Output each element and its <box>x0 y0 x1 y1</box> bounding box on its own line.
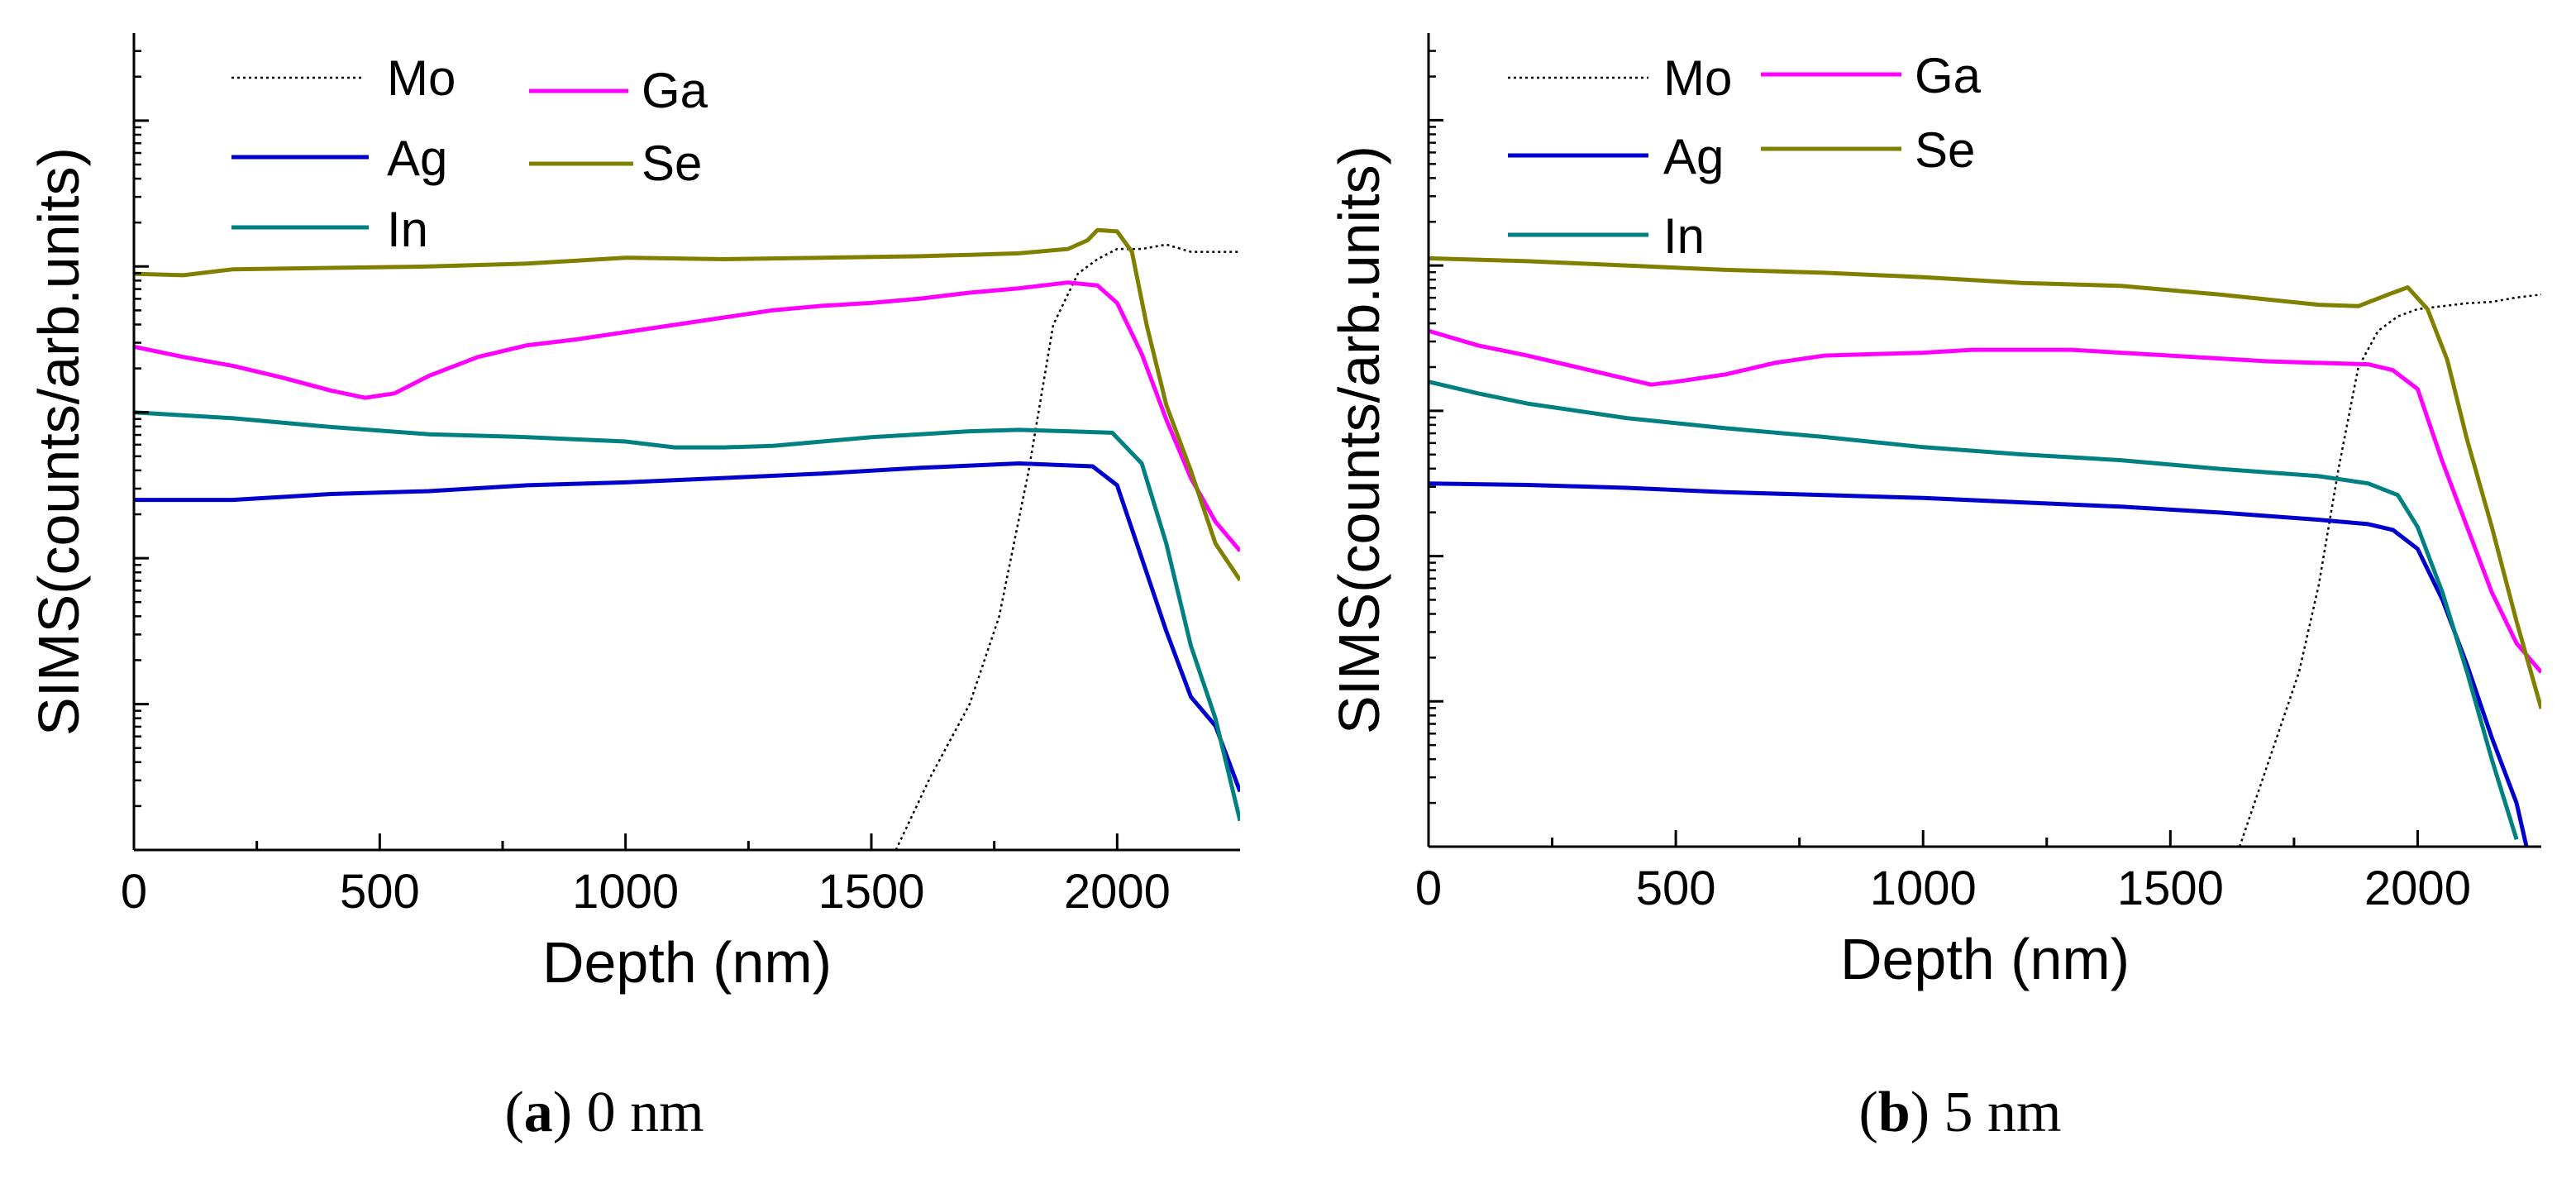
series-line-in-b <box>1429 380 2519 840</box>
x-tick-label-0-a: 0 <box>121 865 147 919</box>
legend-label-ga-b: Ga <box>1915 48 1982 103</box>
caption-b-text: ) 5 nm <box>1911 1081 2062 1144</box>
caption-a-text: ) 0 nm <box>553 1081 704 1144</box>
x-axis-title-a: Depth (nm) <box>542 930 832 995</box>
panel-a: 0 500 1000 1500 2000 Depth (nm) SIMS(counts/ar… <box>26 33 1240 995</box>
x-tick-label-2000-b: 2000 <box>2364 862 2471 915</box>
legend-label-in-b: In <box>1663 208 1705 264</box>
legend-label-mo-a: Mo <box>387 50 456 106</box>
legend-a: Mo Ga Ag Se In <box>231 50 708 257</box>
x-tick-label-2000-a: 2000 <box>1064 865 1171 919</box>
caption-b: (b) 5 nm <box>1858 1081 2061 1144</box>
y-axis-title-a: SIMS(counts/arb.units) <box>26 147 91 736</box>
panel-b: 0 500 1000 1500 2000 Depth (nm) SIMS(counts/ar… <box>1327 33 2541 991</box>
x-tick-label-0-b: 0 <box>1415 862 1442 915</box>
caption-b-open: ( <box>1858 1081 1877 1144</box>
caption-a: (a) 0 nm <box>504 1081 704 1144</box>
x-tick-label-1500-b: 1500 <box>2117 862 2224 915</box>
series-line-mo-a <box>894 243 1240 850</box>
series-line-ag-b <box>1429 481 2529 847</box>
series-line-ag-a <box>134 461 1240 793</box>
caption-a-letter: a <box>524 1081 553 1144</box>
x-tick-label-1000-b: 1000 <box>1870 862 1977 915</box>
series-line-in-a <box>134 410 1240 822</box>
legend-label-se-b: Se <box>1915 122 1975 178</box>
series-line-ga-b <box>1429 328 2541 674</box>
x-tick-label-500-a: 500 <box>340 865 420 919</box>
caption-b-letter: b <box>1878 1081 1911 1144</box>
legend-b: Mo Ga Ag Se In <box>1508 48 1982 264</box>
x-tick-label-1000-a: 1000 <box>572 865 679 919</box>
series-group-a <box>134 227 1240 850</box>
legend-label-mo-b: Mo <box>1663 50 1732 106</box>
legend-label-ag-a: Ag <box>387 131 447 186</box>
x-tick-label-500-b: 500 <box>1636 862 1716 915</box>
series-line-se-a <box>134 227 1240 581</box>
series-line-mo-b <box>2238 294 2541 847</box>
legend-label-ga-a: Ga <box>642 63 708 118</box>
legend-label-se-a: Se <box>642 136 702 191</box>
x-tick-label-1500-a: 1500 <box>818 865 924 919</box>
y-axis-title-b: SIMS(counts/arb.units) <box>1327 146 1391 734</box>
series-group-b <box>1429 255 2541 847</box>
x-axis-title-b: Depth (nm) <box>1840 927 2130 991</box>
legend-label-ag-b: Ag <box>1663 129 1724 184</box>
caption-a-open: ( <box>504 1081 523 1144</box>
legend-label-in-a: In <box>387 202 428 257</box>
series-line-ga-a <box>134 280 1240 552</box>
series-line-se-b <box>1429 255 2541 709</box>
